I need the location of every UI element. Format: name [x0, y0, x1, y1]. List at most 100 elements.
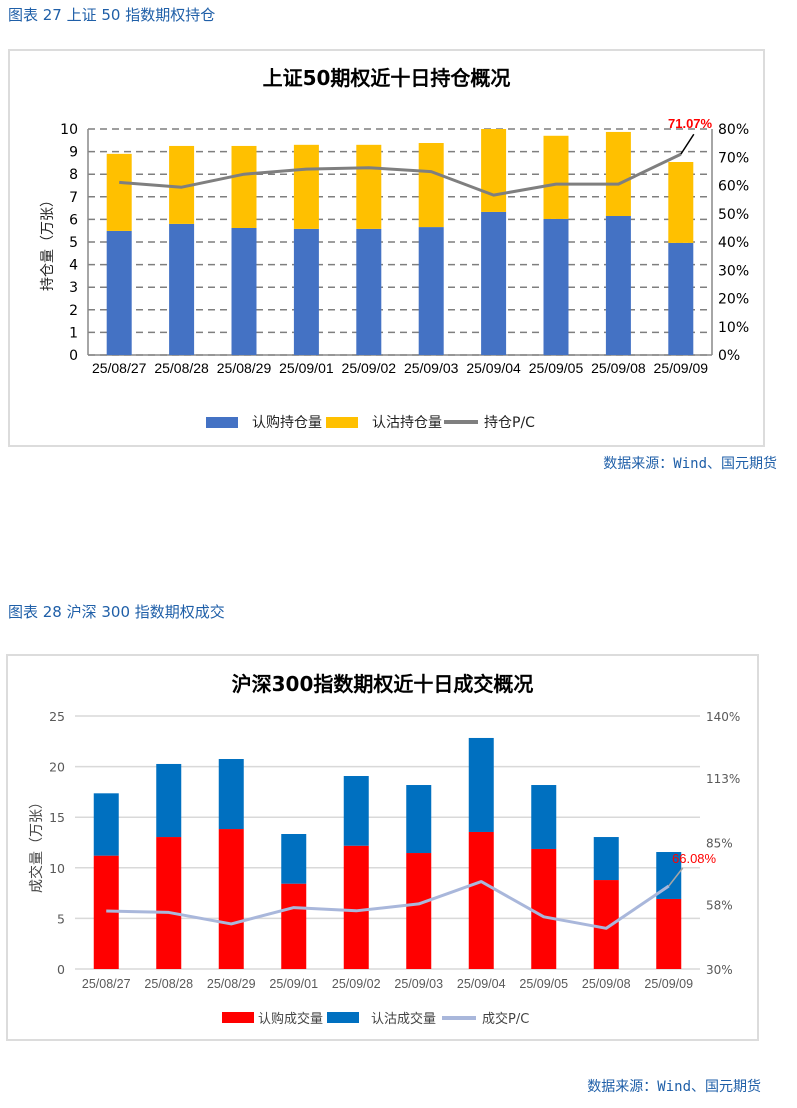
x-tick-label: 25/09/03 [394, 977, 443, 991]
bar-put [406, 785, 432, 854]
bar-call [593, 880, 619, 969]
figure-28-source: 数据来源：Wind、国元期货 [587, 1079, 761, 1095]
y-tick-label: 0 [69, 348, 78, 364]
legend-label-put: 认沽成交量 [371, 1012, 437, 1027]
legend-line-pc [444, 420, 478, 424]
annotation-leader [668, 867, 684, 887]
bar-call [605, 216, 631, 355]
y-tick-label: 9 [69, 145, 78, 161]
pc-annotation: 71.07% [668, 116, 713, 131]
y-tick-label: 15 [49, 810, 65, 825]
bar-call [231, 227, 257, 355]
x-tick-label: 25/08/28 [154, 360, 209, 376]
x-tick-label: 25/09/02 [332, 977, 381, 991]
x-tick-label: 25/08/27 [82, 977, 131, 991]
x-tick-label: 25/09/08 [591, 360, 646, 376]
y2-tick-label: 20% [718, 292, 749, 308]
bar-put [343, 776, 369, 846]
chart-27-title: 上证50期权近十日持仓概况 [262, 66, 511, 90]
bar-put [281, 833, 307, 884]
x-tick-label: 25/09/05 [529, 360, 584, 376]
y-tick-label: 0 [57, 962, 65, 977]
chart-27-legend: 认购持仓量 认沽持仓量 持仓P/C [206, 412, 537, 432]
y2-tick-label: 58% [706, 899, 733, 913]
chart-27-frame [8, 49, 765, 447]
legend-line-pc [442, 1015, 477, 1020]
y2-tick-label: 140% [706, 710, 740, 724]
legend-swatch-put [327, 1012, 360, 1023]
legend-label-pc: 持仓P/C [484, 415, 535, 431]
x-tick-label: 25/09/04 [457, 977, 506, 991]
bar-put [481, 129, 507, 212]
bar-put [156, 763, 182, 838]
y2-tick-label: 60% [718, 179, 749, 195]
bar-put [543, 135, 569, 219]
y2-tick-label: 85% [706, 837, 733, 851]
bar-put [93, 793, 119, 856]
x-tick-label: 25/09/08 [582, 977, 631, 991]
y-tick-label: 10 [49, 861, 65, 876]
y2-tick-label: 10% [718, 320, 749, 336]
bar-put [293, 144, 319, 229]
y-tick-label: 5 [69, 235, 78, 251]
y-tick-label: 10 [60, 122, 78, 138]
x-tick-label: 25/08/27 [92, 360, 147, 376]
x-tick-label: 25/09/01 [279, 360, 334, 376]
bar-call [668, 242, 694, 355]
x-tick-label: 25/09/09 [654, 360, 709, 376]
y-tick-label: 3 [69, 280, 78, 296]
y2-tick-label: 30% [706, 963, 733, 977]
x-tick-label: 25/09/04 [466, 360, 521, 376]
bar-call [481, 211, 507, 355]
y-tick-label: 4 [69, 258, 78, 274]
bar-put [231, 145, 257, 228]
x-tick-label: 25/09/03 [404, 360, 459, 376]
bar-call [106, 230, 132, 355]
y2-tick-label: 0% [718, 348, 740, 364]
bar-call [656, 898, 682, 969]
bar-put [418, 143, 444, 228]
legend-swatch-put [326, 416, 358, 428]
figure-28-caption: 图表 28 沪深 300 指数期权成交 [8, 603, 225, 621]
pc-line [106, 880, 670, 930]
y-tick-label: 6 [69, 212, 78, 228]
chart-28-title: 沪深300指数期权近十日成交概况 [231, 672, 534, 696]
y2-tick-label: 50% [718, 207, 749, 223]
x-tick-label: 25/09/05 [519, 977, 568, 991]
bar-put [106, 153, 132, 231]
chart-28-frame [6, 654, 759, 1041]
legend-label-pc: 成交P/C [482, 1012, 530, 1027]
bar-put [468, 737, 494, 832]
bar-put [593, 837, 619, 881]
y-tick-label: 1 [69, 325, 78, 341]
legend-swatch-call [206, 416, 238, 428]
bar-put [218, 759, 244, 830]
bar-put [356, 144, 382, 229]
bar-call [169, 223, 195, 355]
bar-call [156, 837, 182, 969]
x-tick-label: 25/08/29 [217, 360, 272, 376]
figure-27-caption: 图表 27 上证 50 指数期权持仓 [8, 6, 216, 24]
x-tick-label: 25/08/29 [207, 977, 256, 991]
bar-put [668, 161, 694, 243]
y2-tick-label: 40% [718, 235, 749, 251]
legend-label-put: 认沽持仓量 [372, 415, 442, 431]
bar-call [418, 227, 444, 355]
figure-27-source: 数据来源：Wind、国元期货 [603, 456, 777, 472]
bar-call [543, 218, 569, 355]
chart-28-legend: 认购成交量 认沽成交量 成交P/C [222, 1008, 531, 1027]
bar-put [605, 131, 631, 217]
y-tick-label: 5 [57, 911, 65, 926]
x-tick-label: 25/09/09 [644, 977, 693, 991]
bar-call [343, 845, 369, 969]
y2-tick-label: 80% [718, 122, 749, 138]
bar-call [293, 228, 319, 355]
bar-call [406, 853, 432, 969]
y-tick-label: 2 [69, 303, 78, 319]
x-tick-label: 25/09/01 [269, 977, 318, 991]
bar-call [281, 883, 307, 969]
y-tick-label: 25 [49, 709, 65, 724]
y2-tick-label: 70% [718, 150, 749, 166]
